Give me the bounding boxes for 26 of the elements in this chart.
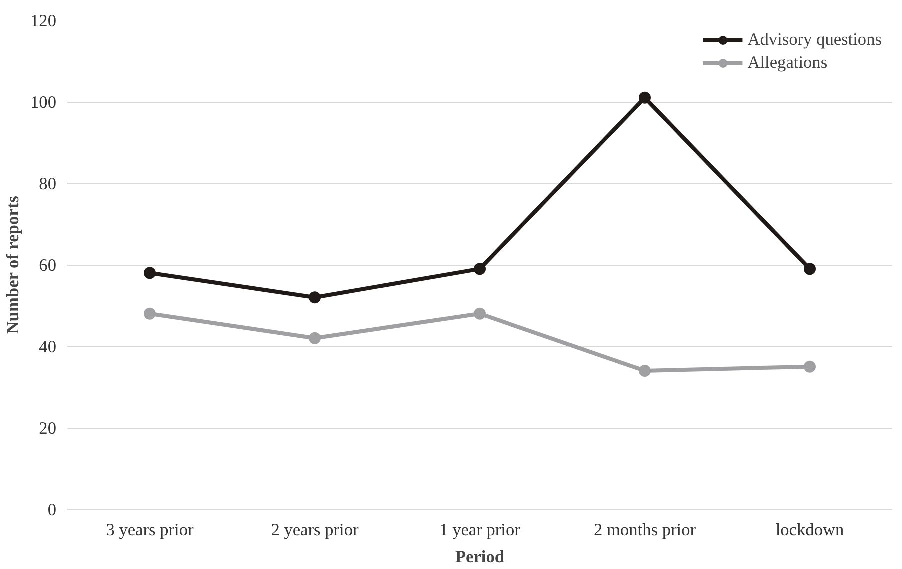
point xyxy=(804,360,816,373)
point xyxy=(309,332,321,344)
x-tick-label: 3 years prior xyxy=(106,520,194,540)
x-tick-label: 2 months prior xyxy=(594,520,696,540)
point xyxy=(144,308,156,320)
point xyxy=(474,263,486,276)
y-axis-title: Number of reports xyxy=(4,196,23,334)
legend-label: Allegations xyxy=(748,53,828,73)
x-tick-label: 1 year prior xyxy=(440,520,521,540)
point xyxy=(639,92,651,104)
y-tick-label: 40 xyxy=(39,338,56,356)
y-tick-label: 100 xyxy=(30,93,57,112)
y-tick-label: 120 xyxy=(30,12,57,30)
point xyxy=(804,263,816,276)
x-tick-label: 2 years prior xyxy=(271,520,360,540)
point xyxy=(309,292,321,304)
y-tick-label: 20 xyxy=(39,419,56,438)
x-tick-label: lockdown xyxy=(776,520,845,540)
y-tick-label: 60 xyxy=(39,256,56,275)
x-axis-title: Period xyxy=(455,548,505,566)
y-tick-label: 80 xyxy=(39,174,56,194)
point xyxy=(639,364,651,377)
point xyxy=(144,267,156,280)
y-tick-label: 0 xyxy=(48,500,57,520)
point xyxy=(474,308,486,320)
legend-label: Advisory questions xyxy=(748,30,882,50)
